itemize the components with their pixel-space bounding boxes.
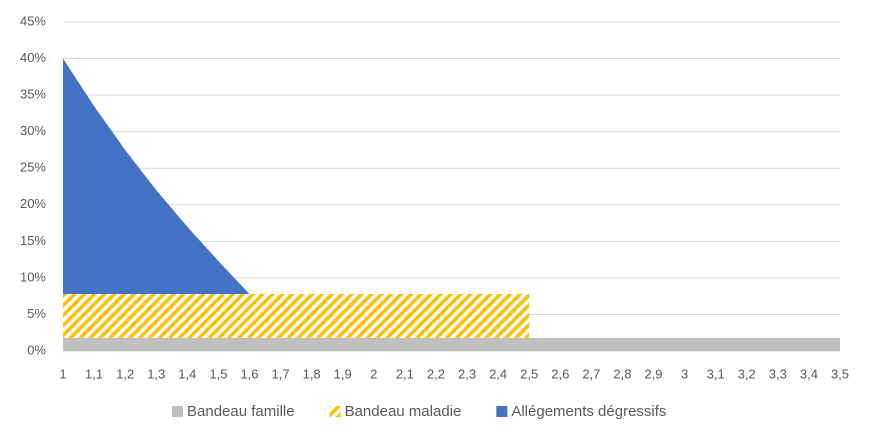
x-tick-label: 2,5	[520, 366, 538, 381]
legend-label: Bandeau maladie	[345, 403, 462, 420]
y-tick-label: 0%	[27, 342, 46, 357]
x-tick-label: 2,7	[582, 366, 600, 381]
x-tick-label: 1,6	[240, 366, 258, 381]
x-tick-label: 3	[681, 366, 688, 381]
y-tick-label: 5%	[27, 306, 46, 321]
x-tick-label: 1,7	[272, 366, 290, 381]
x-tick-label: 1,1	[85, 366, 103, 381]
y-tick-label: 35%	[20, 87, 46, 102]
y-tick-label: 15%	[20, 233, 46, 248]
area	[63, 293, 530, 338]
x-tick-label: 2,4	[489, 366, 507, 381]
x-tick-label: 2,2	[427, 366, 445, 381]
y-tick-label: 45%	[20, 13, 46, 28]
y-tick-label: 20%	[20, 196, 46, 211]
x-tick-label: 1,3	[147, 366, 165, 381]
x-tick-label: 2	[370, 366, 377, 381]
x-tick-label: 1,9	[334, 366, 352, 381]
area	[63, 337, 840, 351]
legend-label: Allégements dégressifs	[511, 403, 666, 420]
x-tick-label: 1,2	[116, 366, 134, 381]
x-tick-label: 3,1	[707, 366, 725, 381]
x-tick-label: 2,6	[551, 366, 569, 381]
legend-swatch	[496, 406, 508, 417]
legend-swatch	[329, 406, 341, 417]
x-tick-label: 2,9	[644, 366, 662, 381]
y-tick-label: 40%	[20, 50, 46, 65]
x-tick-label: 1,5	[209, 366, 227, 381]
x-tick-label: 1,8	[303, 366, 321, 381]
x-tick-label: 2,8	[613, 366, 631, 381]
y-tick-label: 25%	[20, 160, 46, 175]
legend-swatch	[172, 406, 183, 417]
x-tick-label: 3,2	[738, 366, 756, 381]
x-tick-label: 1,4	[178, 366, 196, 381]
x-tick-label: 3,4	[800, 366, 818, 381]
x-tick-label: 1	[59, 366, 66, 381]
y-tick-label: 30%	[20, 123, 46, 138]
legend-label: Bandeau famille	[187, 403, 295, 420]
x-tick-label: 2,3	[458, 366, 476, 381]
legend: Bandeau famille Bandeau maladie Allégement…	[172, 403, 666, 420]
area	[63, 58, 250, 294]
x-tick-label: 3,3	[769, 366, 787, 381]
x-tick-label: 3,5	[831, 366, 849, 381]
y-tick-label: 10%	[20, 269, 46, 284]
x-tick-label: 2,1	[396, 366, 414, 381]
